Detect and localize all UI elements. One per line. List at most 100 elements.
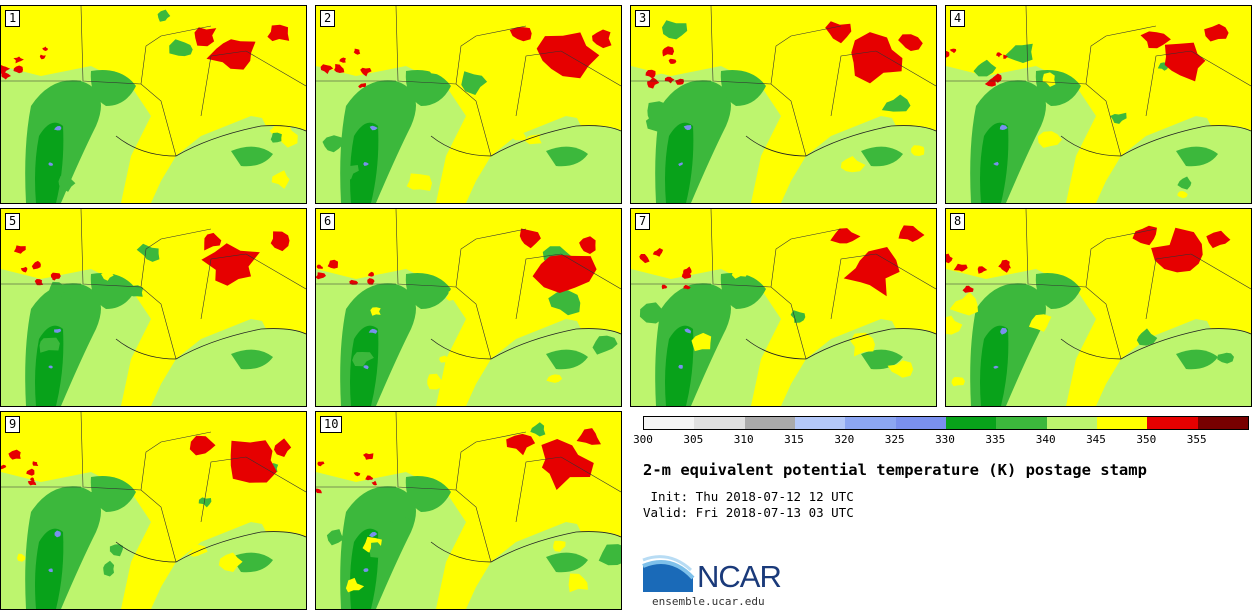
product-title: 2-m equivalent potential temperature (K)… — [643, 461, 1147, 479]
red-speckle — [998, 259, 1011, 269]
red-region — [270, 231, 290, 252]
red-speckle — [1, 64, 11, 75]
red-speckle — [51, 276, 57, 281]
red-speckle — [316, 272, 326, 280]
red-region — [898, 225, 925, 242]
blue-spot — [1000, 327, 1008, 335]
blue-spot — [369, 532, 378, 538]
postage-stamp-panel: 3 — [630, 5, 937, 204]
blob — [103, 560, 115, 577]
blue-spot — [683, 125, 692, 131]
red-speckle — [360, 67, 372, 77]
ncar-logo-text: NCAR — [697, 559, 782, 594]
stamp-map — [631, 6, 936, 203]
green-dark-region — [665, 122, 694, 203]
blue-spot — [678, 364, 683, 369]
blob — [428, 62, 445, 75]
colorbar-segment — [845, 417, 896, 429]
green-region — [546, 552, 588, 573]
coastline — [115, 531, 306, 563]
red-speckle — [334, 64, 345, 73]
red-speckle — [365, 475, 374, 481]
blob — [406, 173, 432, 191]
blob — [1042, 72, 1056, 87]
blob — [598, 544, 621, 566]
green-region — [405, 273, 451, 309]
ncar-logo-icon — [642, 555, 695, 592]
blob — [568, 573, 588, 593]
blue-spot — [48, 365, 53, 369]
red-speckle — [1, 72, 11, 80]
state-border — [631, 6, 936, 157]
blob — [427, 373, 444, 390]
coastline — [745, 125, 936, 157]
state-border — [1, 209, 306, 360]
blob — [647, 101, 670, 123]
colorbar-labels: 300 305 310 315 320 325 330 335 340 345 350 355 — [633, 433, 1247, 447]
red-speckle — [949, 48, 957, 54]
stamp-map — [946, 209, 1251, 406]
green-region — [90, 70, 136, 106]
red-speckle — [327, 259, 338, 269]
red-region — [509, 27, 532, 42]
blob — [461, 71, 488, 95]
stamp-member-number: 5 — [5, 213, 21, 230]
state-border — [1, 412, 306, 563]
coastline — [430, 125, 621, 157]
colorbar-tick-label: 335 — [985, 433, 1006, 446]
colorbar-tick-label: 315 — [784, 433, 804, 446]
red-speckle — [664, 76, 675, 84]
red-region — [1164, 42, 1206, 82]
blob — [850, 332, 875, 357]
red-speckle — [353, 472, 361, 477]
colorbar-segment — [996, 417, 1047, 429]
red-region — [592, 29, 612, 49]
postage-stamp-panel: 2 — [315, 5, 622, 204]
blob — [1110, 112, 1127, 124]
blob — [887, 360, 914, 378]
red-region — [1132, 225, 1157, 246]
red-speckle — [13, 65, 23, 74]
green-region — [1176, 146, 1218, 167]
red-region — [579, 236, 596, 254]
red-speckle — [647, 77, 660, 89]
blob — [736, 225, 766, 247]
red-speckle — [13, 56, 24, 64]
blob — [269, 122, 298, 148]
red-speckle — [353, 48, 361, 55]
blue-spot — [48, 162, 54, 166]
red-speckle — [946, 253, 953, 264]
blob — [548, 290, 581, 316]
blob — [218, 552, 243, 572]
blob — [271, 170, 290, 189]
coastline — [430, 328, 621, 360]
blob — [166, 114, 190, 138]
blob — [409, 441, 421, 449]
stamp-member-number: 8 — [950, 213, 966, 230]
state-border — [946, 6, 1251, 157]
blob — [592, 335, 618, 355]
red-speckle — [31, 260, 41, 270]
red-speckle — [339, 57, 346, 63]
blob — [651, 62, 670, 75]
gulf-region — [1118, 125, 1251, 203]
red-speckle — [977, 266, 988, 274]
colorbar-segment — [895, 417, 946, 429]
blue-spot — [54, 328, 62, 333]
blob — [790, 310, 806, 323]
state-border — [946, 209, 1251, 360]
colorbar-tick-label: 355 — [1186, 433, 1207, 446]
red-speckle — [1, 464, 7, 470]
red-speckle — [32, 461, 39, 466]
gulf-region — [173, 125, 306, 203]
init-time: Init: Thu 2018-07-12 12 UTC — [643, 489, 854, 504]
state-border — [316, 412, 621, 563]
blob — [639, 302, 664, 324]
blob — [731, 268, 749, 279]
blob — [48, 281, 69, 298]
blob — [881, 94, 911, 112]
blob — [326, 529, 346, 546]
blob — [951, 377, 965, 387]
blob — [989, 245, 1007, 263]
blue-spot — [368, 328, 378, 334]
